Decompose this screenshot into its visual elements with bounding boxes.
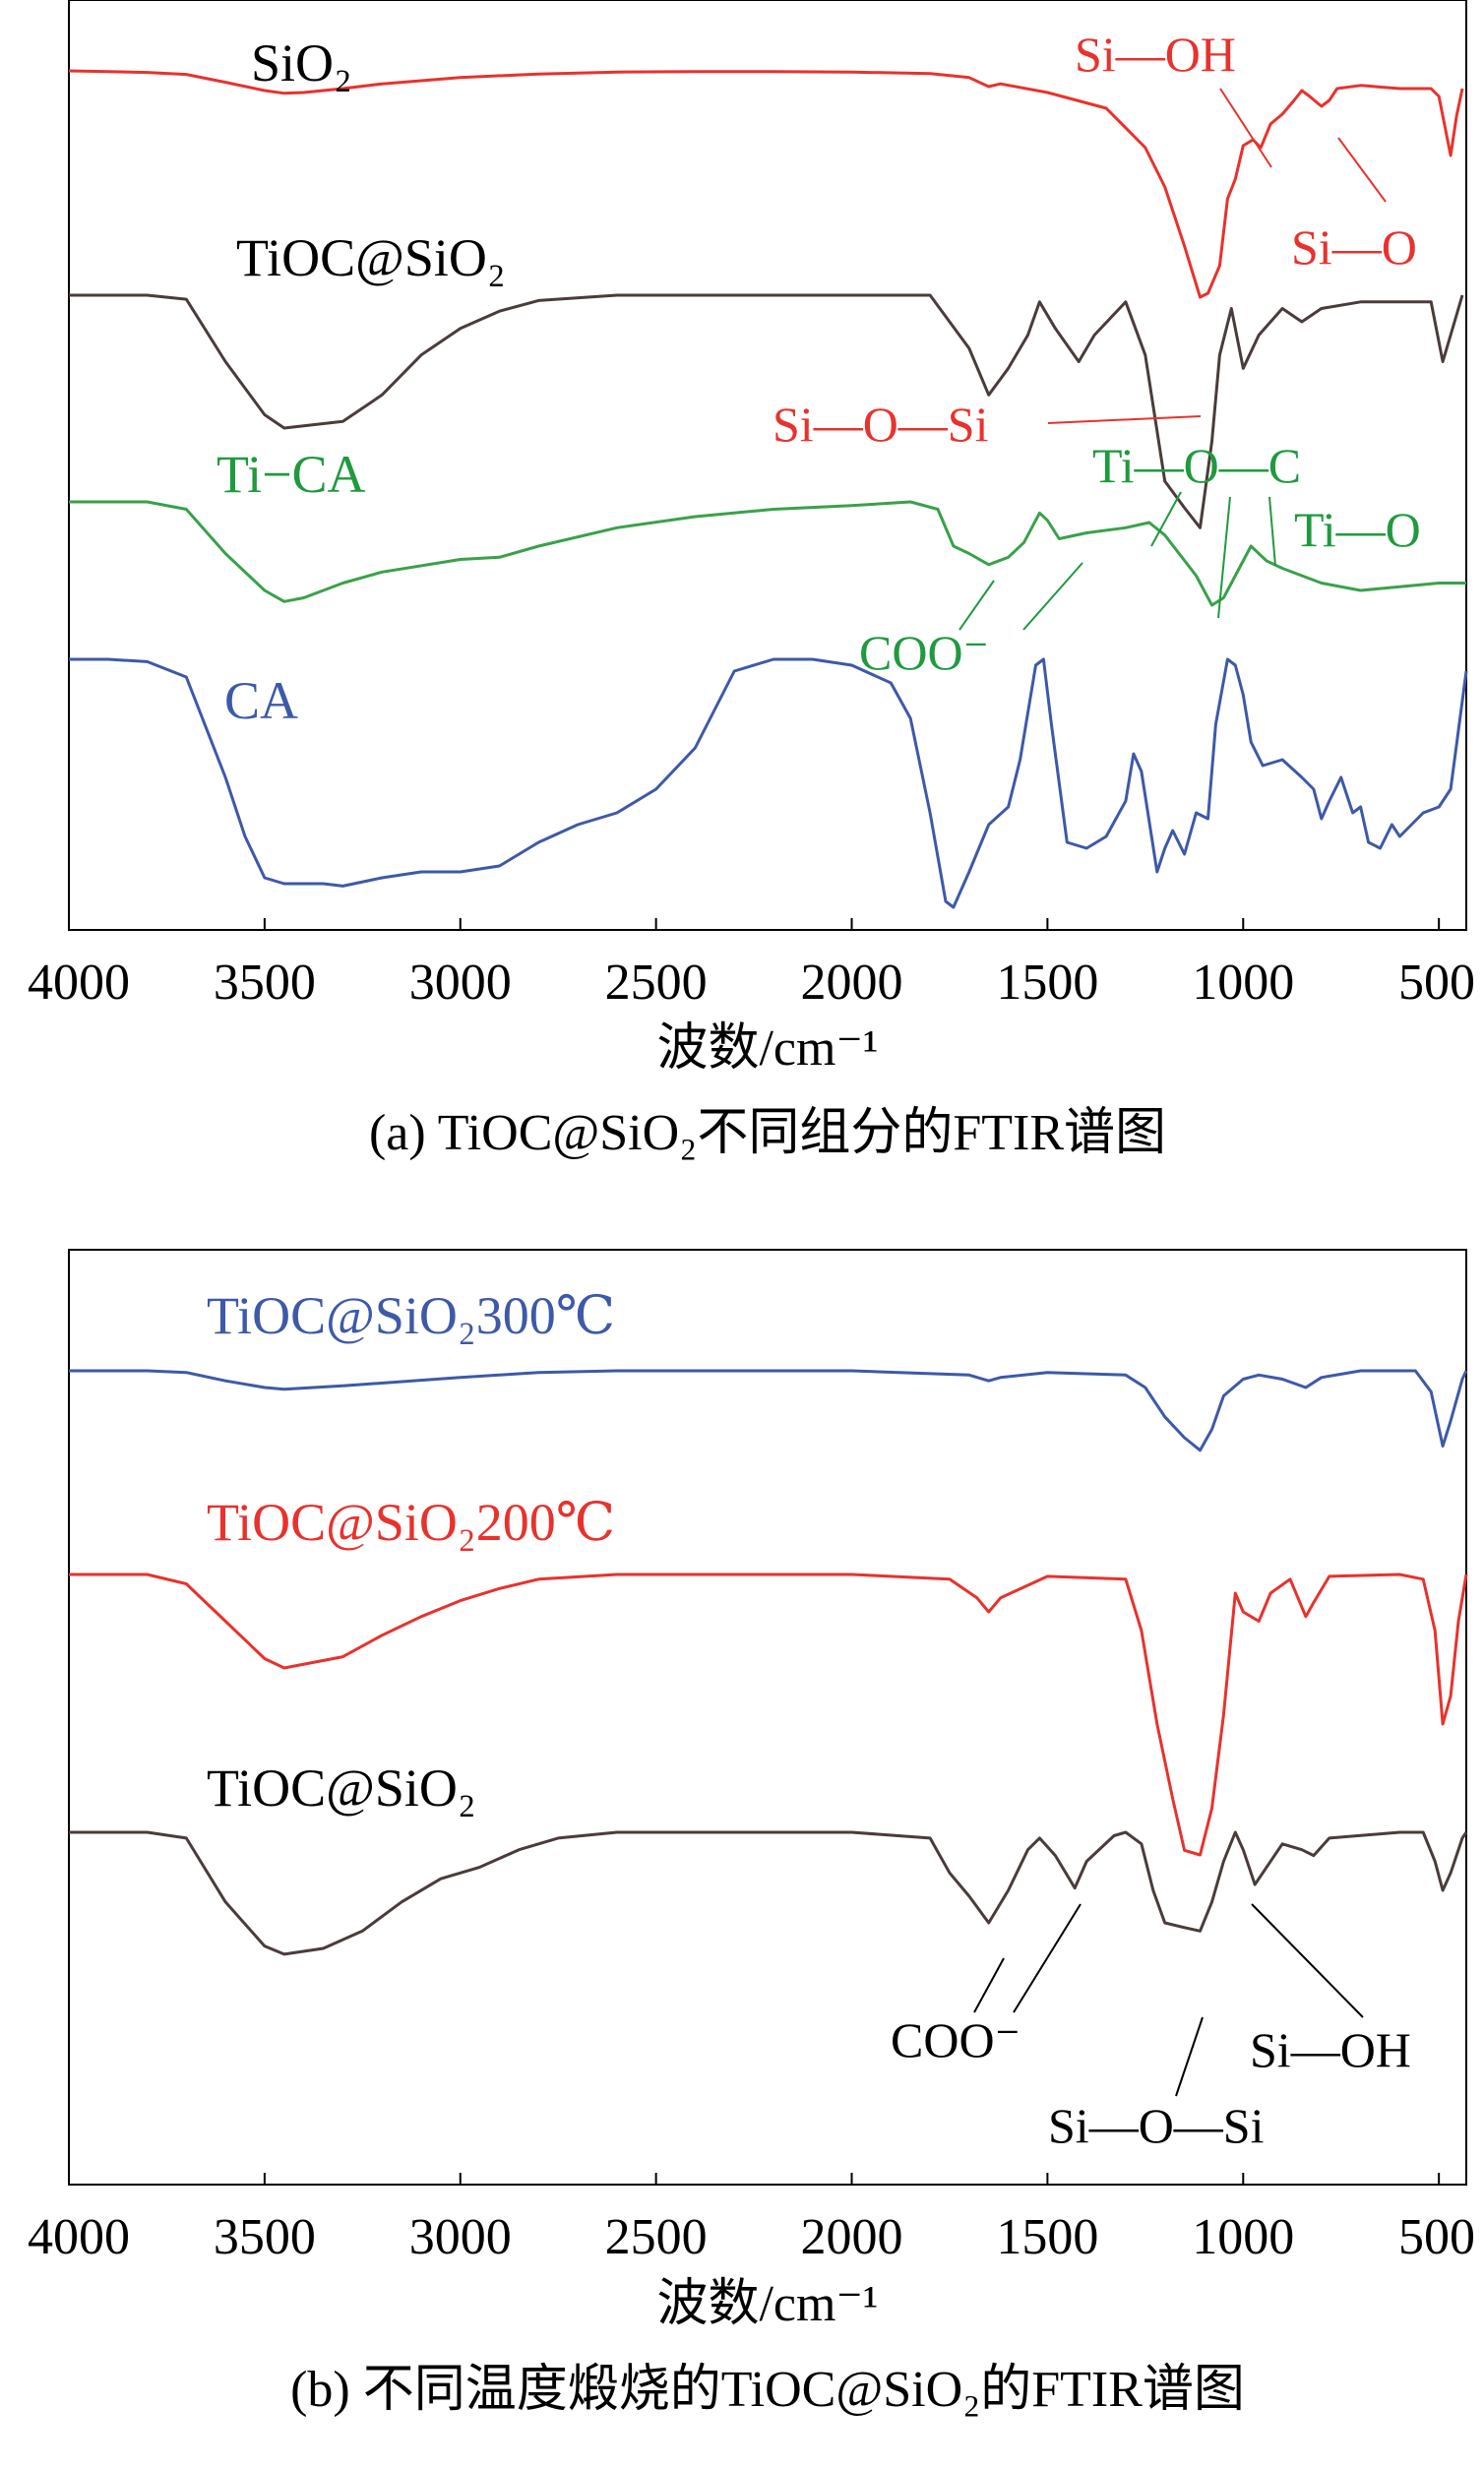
x-tick-label: 1500: [996, 2209, 1098, 2265]
leader-tioc-3: [1268, 496, 1276, 567]
panel-b-x-ticks: 4000 3500 3000 2500 2000 1500 1000 500: [28, 2173, 1475, 2265]
leader-sioh-a: [1219, 88, 1272, 168]
x-tick-label: 2000: [801, 955, 903, 1011]
leader-sio-a: [1337, 137, 1387, 203]
leader-siosi-b: [1175, 2016, 1204, 2097]
x-tick-label: 1500: [996, 955, 1098, 1011]
panel-b-frame: [68, 1249, 1467, 2186]
panel-b: 4000 3500 3000 2500 2000 1500 1000 500 TiOC@SiO…: [28, 1249, 1475, 2265]
x-tick-label: 500: [1398, 955, 1475, 1011]
panel-a: 4000 3500 3000 2500 2000 1500 1000 500 SiO₂ TiO…: [28, 0, 1475, 1011]
panel-a-series: [68, 69, 1468, 909]
x-tick-label: 1000: [1192, 955, 1294, 1011]
panel-b-caption: (b) 不同温度煅烧的TiOC@SiO₂的FTIR谱图: [290, 2362, 1245, 2418]
label-ca: CA: [224, 671, 298, 730]
ann-sioh-b: Si—OH: [1250, 2022, 1411, 2077]
x-tick-label: 3500: [214, 2209, 316, 2265]
leader-coo-a-2: [1022, 562, 1083, 631]
label-tiocsio2: TiOC@SiO₂: [236, 228, 506, 287]
leader-siosi-a: [1047, 415, 1202, 424]
x-tick-label: 1000: [1192, 2209, 1294, 2265]
x-tick-label: 3000: [409, 955, 512, 1011]
series-line-1: [69, 293, 1464, 529]
ann-siosi-a: Si—O—Si: [773, 397, 989, 452]
label-tica: Ti−CA: [216, 445, 366, 504]
x-tick-label: 2000: [801, 2209, 903, 2265]
panel-a-xlabel: 波数/cm⁻¹: [656, 1020, 878, 1077]
panel-b-xlabel: 波数/cm⁻¹: [656, 2276, 878, 2332]
ann-coo-a: COO⁻: [859, 625, 989, 680]
label-300: TiOC@SiO₂300℃: [207, 1286, 615, 1345]
series-line-0: [69, 1369, 1468, 1452]
label-200: TiOC@SiO₂200℃: [207, 1493, 615, 1552]
series-line-0: [68, 69, 1464, 299]
label-sio2: SiO₂: [251, 33, 352, 93]
x-tick-label: 500: [1398, 2209, 1475, 2265]
series-line-3: [69, 657, 1468, 909]
leader-tioc-2: [1217, 496, 1231, 619]
x-tick-label: 2500: [605, 2209, 708, 2265]
leader-sioh-b: [1251, 1903, 1364, 2018]
x-tick-label: 4000: [28, 2209, 130, 2265]
x-tick-label: 3000: [409, 2209, 512, 2265]
series-line-2: [69, 1830, 1468, 1956]
x-tick-label: 4000: [28, 955, 130, 1011]
leader-coo-b-2: [1013, 1903, 1082, 2013]
series-line-2: [69, 500, 1466, 607]
series-line-1: [69, 1573, 1468, 1857]
ann-sio-a: Si—O: [1291, 219, 1417, 275]
x-tick-label: 3500: [214, 955, 316, 1011]
panel-a-x-ticks: 4000 3500 3000 2500 2000 1500 1000 500: [28, 918, 1475, 1011]
leader-coo-b-1: [973, 1957, 1005, 2013]
ann-coo-b: COO⁻: [891, 2012, 1020, 2067]
leader-tioc-1: [1150, 491, 1182, 547]
ann-tioc-a: Ti—O—C: [1092, 438, 1301, 493]
leader-coo-a-1: [958, 580, 995, 631]
panel-a-frame: [68, 0, 1467, 931]
ann-siosi-b: Si—O—Si: [1048, 2098, 1265, 2153]
ann-tio-a: Ti—O: [1294, 502, 1421, 557]
x-tick-label: 2500: [605, 955, 708, 1011]
panel-b-series: [69, 1369, 1468, 1956]
ann-sioh-a: Si—OH: [1075, 27, 1236, 82]
label-plain: TiOC@SiO₂: [207, 1758, 476, 1818]
panel-a-caption: (a) TiOC@SiO₂不同组分的FTIR谱图: [369, 1105, 1166, 1161]
